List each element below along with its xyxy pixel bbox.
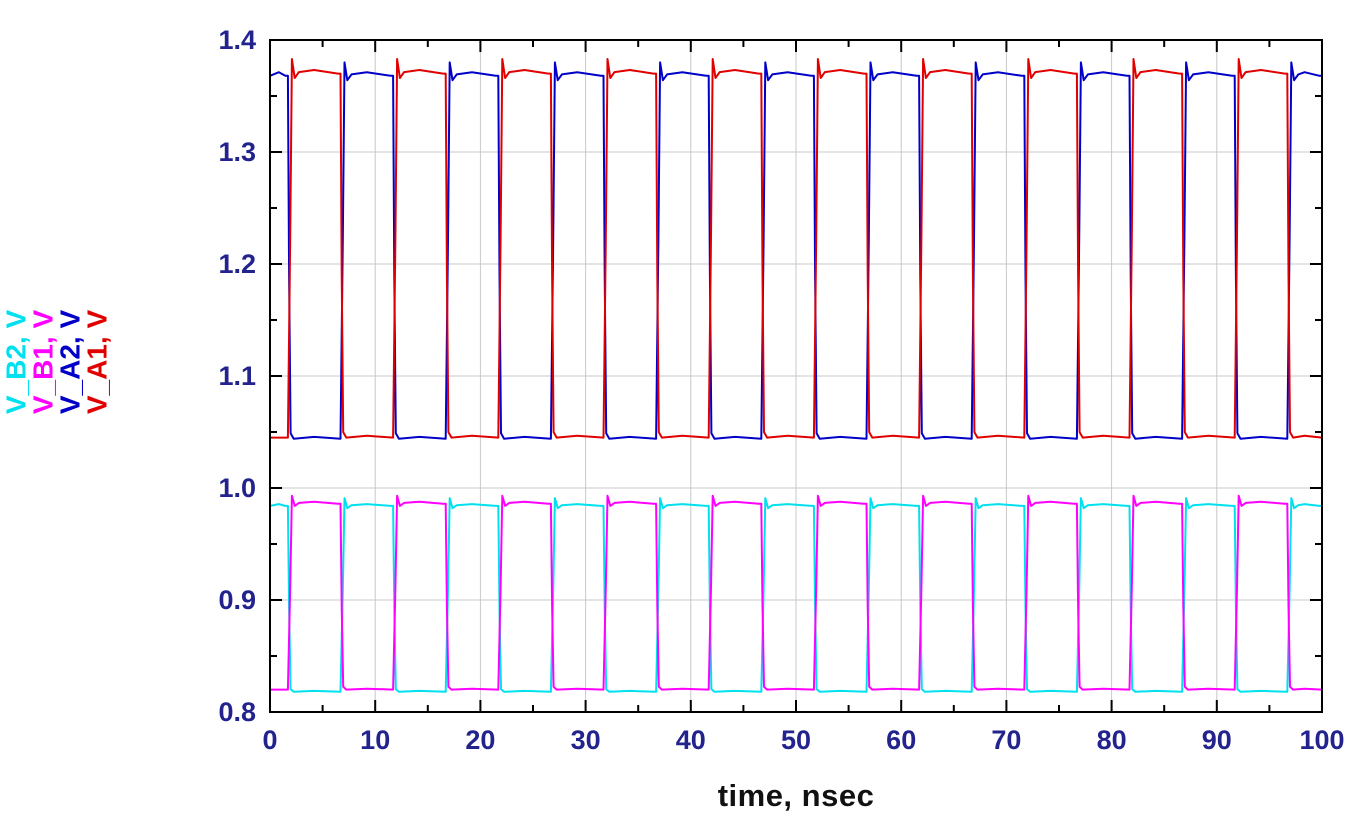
x-tick-label: 90 bbox=[1202, 725, 1232, 755]
x-tick-label: 0 bbox=[262, 725, 277, 755]
x-tick-label: 70 bbox=[991, 725, 1021, 755]
y-tick-labels: 0.8 0.9 1.0 1.1 1.2 1.3 1.4 bbox=[218, 25, 256, 727]
y-tick-label: 0.8 bbox=[218, 697, 256, 727]
series-label-V_B2: V_B2, V bbox=[1, 310, 32, 415]
series-label-V_A2: V_A2, V bbox=[55, 310, 86, 415]
trace-V_B1 bbox=[269, 494, 1323, 691]
gridlines bbox=[270, 40, 1322, 712]
y-tick-label: 1.1 bbox=[218, 361, 256, 391]
traces bbox=[269, 58, 1323, 693]
y-tick-label: 1.4 bbox=[218, 25, 256, 55]
x-tick-label: 30 bbox=[571, 725, 601, 755]
x-tick-label: 50 bbox=[781, 725, 811, 755]
series-label-V_B1: V_B1, V bbox=[28, 310, 59, 415]
x-tick-label: 10 bbox=[360, 725, 390, 755]
y-tick-label: 0.9 bbox=[218, 585, 256, 615]
y-tick-label: 1.0 bbox=[218, 473, 256, 503]
x-tick-label: 20 bbox=[465, 725, 495, 755]
x-axis-title: time, nsec bbox=[717, 778, 875, 813]
series-axis-labels: V_B2, VV_B1, VV_A2, VV_A1, V bbox=[1, 310, 113, 415]
x-tick-label: 40 bbox=[676, 725, 706, 755]
x-tick-labels: 0 10 20 30 40 50 60 70 80 90 100 bbox=[262, 725, 1344, 755]
tick-marks bbox=[269, 39, 1323, 713]
x-tick-label: 80 bbox=[1097, 725, 1127, 755]
y-tick-label: 1.3 bbox=[218, 137, 256, 167]
trace-V_A1 bbox=[269, 58, 1323, 439]
series-label-V_A1: V_A1, V bbox=[82, 310, 113, 415]
x-tick-label: 60 bbox=[886, 725, 916, 755]
y-tick-label: 1.2 bbox=[218, 249, 256, 279]
x-tick-label: 100 bbox=[1299, 725, 1344, 755]
